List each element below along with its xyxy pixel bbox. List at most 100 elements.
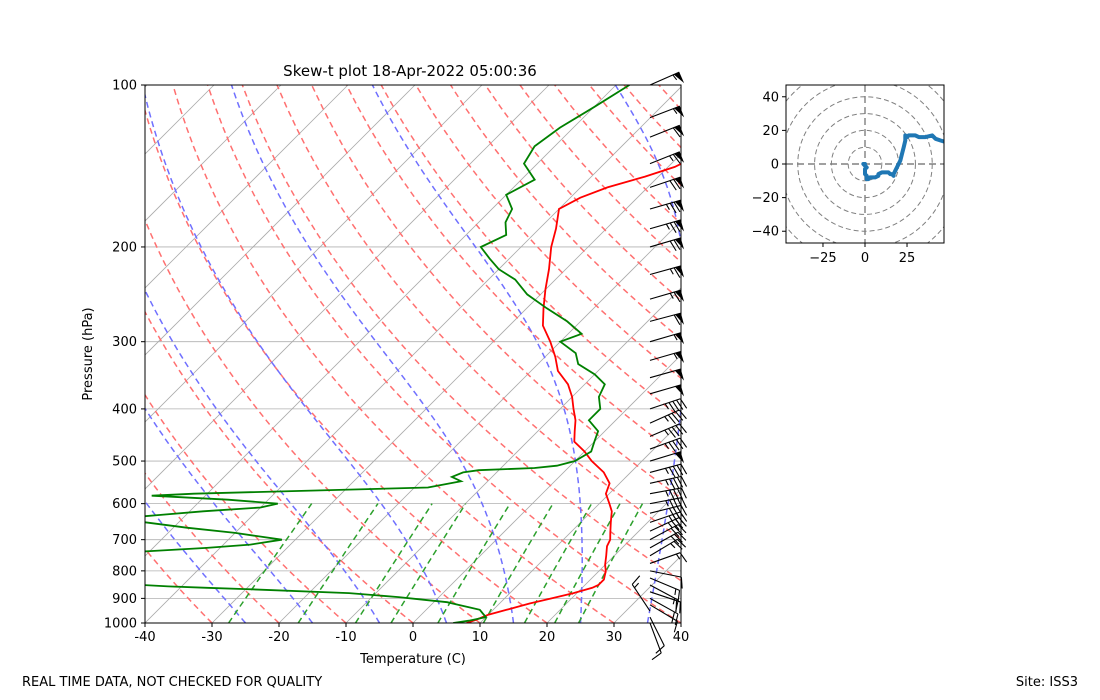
barb-flag	[674, 384, 685, 397]
wind-barb	[649, 312, 685, 326]
dry-adiabat	[415, 85, 681, 380]
wind-barb	[649, 71, 685, 86]
barb-staff	[649, 531, 679, 549]
isotherm-line	[145, 85, 282, 222]
barb-full	[671, 412, 680, 423]
barb-full	[670, 527, 680, 537]
barb-full	[676, 399, 684, 410]
barb-full	[672, 465, 680, 477]
barb-staff	[649, 487, 682, 495]
temperature-profile	[466, 162, 681, 623]
barb-staff	[649, 463, 682, 473]
barb-half	[664, 468, 669, 475]
wind-barb	[649, 151, 685, 165]
y-tick-label: 300	[112, 335, 137, 350]
barb-full	[669, 489, 676, 501]
hodograph-y-label: 20	[762, 124, 779, 139]
barb-half	[634, 582, 640, 589]
barb-half	[673, 353, 678, 360]
barb-full	[680, 577, 683, 589]
chart-title: Skew-t plot 18-Apr-2022 05:00:36	[283, 62, 537, 80]
barb-flag	[674, 200, 685, 212]
hodograph-x-label: 0	[861, 251, 869, 266]
dry-adiabat	[145, 218, 481, 623]
dry-adiabat	[206, 85, 681, 623]
barb-full	[677, 531, 687, 541]
barb-full	[672, 127, 681, 138]
wind-barb	[649, 463, 688, 478]
y-tick-label: 800	[112, 564, 137, 579]
dry-adiabat	[145, 547, 213, 623]
isotherm-line	[479, 421, 681, 623]
wind-barb	[631, 575, 651, 612]
barb-full	[669, 240, 677, 252]
barb-full	[670, 535, 680, 545]
moist-adiabat	[145, 288, 381, 623]
barb-half	[664, 443, 669, 450]
barb-flag	[674, 177, 685, 189]
barb-staff	[649, 350, 681, 361]
wind-barb	[649, 622, 662, 661]
barb-flag	[674, 451, 685, 464]
moist-adiabat	[145, 91, 448, 623]
barb-staff	[649, 504, 682, 514]
moist-adiabat	[614, 85, 681, 623]
barb-half	[664, 416, 669, 422]
barb-half	[664, 429, 669, 436]
barb-full	[671, 520, 680, 531]
barb-staff	[649, 176, 681, 188]
isotherm-line	[680, 622, 681, 623]
wind-barb	[649, 332, 685, 345]
wind-barb	[649, 384, 685, 397]
x-tick-label: -30	[201, 630, 222, 645]
barb-full	[673, 498, 680, 510]
barb-half	[667, 522, 673, 528]
isotherm-line	[0, 85, 80, 623]
dry-adiabat	[728, 85, 1100, 623]
barb-half	[675, 553, 681, 560]
barb-half	[664, 403, 669, 410]
dry-adiabat	[380, 85, 681, 419]
wind-barbs	[631, 71, 688, 661]
barb-full	[676, 476, 684, 488]
barb-full	[673, 179, 681, 190]
hodograph-ring	[847, 146, 883, 182]
barb-full	[673, 221, 681, 232]
barb-staff	[649, 577, 680, 591]
isotherm-line	[613, 555, 681, 623]
barb-full	[669, 202, 677, 214]
barb-half	[668, 515, 673, 522]
barb-staff	[649, 312, 682, 322]
wind-barb	[649, 423, 687, 438]
isotherm-line	[145, 85, 617, 557]
barb-staff	[649, 622, 662, 654]
dry-adiabat	[519, 85, 681, 263]
barb-flag	[675, 265, 685, 278]
hodograph-ring	[814, 113, 916, 215]
barb-full	[672, 440, 680, 451]
barb-full	[669, 180, 677, 191]
wind-barb	[649, 368, 685, 381]
barb-full	[668, 508, 676, 519]
x-tick-label: 40	[673, 630, 690, 645]
barb-full	[680, 497, 687, 509]
isotherm-line	[748, 85, 1100, 623]
dry-adiabat	[311, 85, 681, 499]
y-axis-ticks: 100 200 300 400 500 600 700 800 900 1000	[104, 79, 145, 632]
isotherm-line	[145, 85, 483, 423]
y-tick-label: 400	[112, 402, 137, 417]
barb-full	[668, 402, 676, 413]
quality-disclaimer: REAL TIME DATA, NOT CHECKED FOR QUALITY	[22, 675, 322, 690]
dry-adiabat	[345, 85, 681, 459]
barb-full	[675, 411, 684, 421]
y-tick-label: 100	[112, 79, 137, 94]
barb-full	[673, 291, 681, 303]
wind-barb	[649, 265, 685, 278]
y-axis-label: Pressure (hPa)	[81, 307, 96, 400]
barb-full	[672, 401, 680, 412]
barb-full	[677, 488, 683, 500]
barb-full	[677, 524, 687, 534]
dry-adiabat	[484, 85, 681, 302]
barb-half	[669, 268, 674, 275]
